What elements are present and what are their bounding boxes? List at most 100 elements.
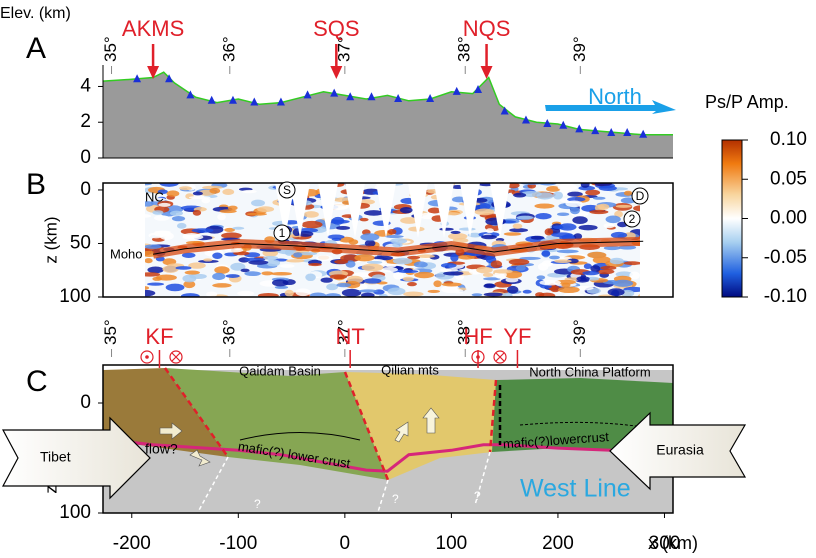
rf-blob [390,237,408,244]
data-gap [460,183,480,238]
rf-blob [345,260,356,268]
rf-blob [582,271,600,276]
rf-blob [325,293,341,297]
rf-blob [550,285,561,293]
rf-blob [387,287,406,296]
station [394,93,403,102]
flow-arrow [422,407,440,434]
rf-blob [144,258,153,264]
rf-blob [191,228,214,233]
rf-blob [490,260,503,269]
rf-blob [379,267,398,273]
station [607,127,616,136]
motion-symbol [495,352,505,362]
rf-blob [261,271,274,276]
rf-blob [176,222,187,229]
latitude-label: 37° [334,36,353,62]
rf-blob [483,277,501,281]
motion-symbol [171,352,181,362]
panel-label: C [26,365,48,398]
rf-blob [225,274,240,278]
rf-blob [341,288,362,297]
rf-blob [507,285,519,294]
rf-blob [165,283,185,292]
colorbar-tick-label: 0.10 [770,129,807,150]
y-tick-label: 100 [59,286,91,307]
rf-blob [508,258,530,266]
direction-arrow [545,100,676,114]
rf-blob [558,286,580,294]
motion-symbol [493,350,507,364]
data-gap [408,183,428,238]
station-arrow-label: SQS [313,16,359,41]
rf-blob [453,289,464,294]
rf-blob [578,224,598,231]
rf-blob [557,183,578,191]
rf-blob [181,252,196,258]
plate-arrow [609,411,747,491]
boundary [239,432,361,441]
crust-label: mafic(?)lowercrust [502,429,609,451]
rf-blob [274,285,289,289]
rf-blob [612,279,634,287]
question-mark: ? [474,489,481,503]
rf-blob [212,272,226,281]
rf-blob [222,188,235,196]
cross-section [103,367,673,513]
plate-label: Eurasia [656,442,704,458]
rf-blob [427,207,442,214]
elevation-area [103,72,673,158]
annotation: S [283,183,291,197]
rf-blob [485,228,494,234]
colorbar-tick-label: -0.05 [764,247,807,268]
rf-blob [471,293,483,297]
station-arrowhead [147,66,160,79]
station [474,85,483,94]
station [591,126,600,135]
rf-blob [586,276,600,281]
rf-blob [573,233,583,240]
annotation-circle [278,181,296,199]
rf-blob [597,203,610,210]
rf-blob [570,207,580,215]
y-tick-label: 0 [80,392,91,413]
annotation: Moho [110,246,143,261]
latitude-label: 36° [219,36,238,62]
rf-blob [363,210,384,216]
y-axis-label: Elev. (km) [0,5,71,22]
rf-blob [563,292,585,297]
station [575,124,584,133]
rf-blob [219,209,237,214]
data-gap [318,183,338,238]
rf-blob [331,216,345,225]
station [367,92,376,101]
rf-blob [224,227,236,232]
rf-blob [358,289,378,293]
motion-symbol [476,355,480,359]
rf-blob [615,271,633,278]
rf-blob [366,260,383,264]
station [543,119,552,128]
rf-blob [546,186,561,192]
rf-blob [308,263,322,267]
rf-blob [192,209,202,216]
rf-blob [361,292,375,297]
rf-blob [493,269,513,274]
rf-blob [439,268,459,272]
rf-blob [440,262,457,268]
rf-blob [385,264,397,268]
rf-blob [589,209,609,215]
rf-blob [623,261,642,266]
rf-blob [535,213,552,220]
motion-symbol [145,355,149,359]
rf-blob [209,187,221,194]
rf-blob [158,202,171,207]
rf-blob [507,183,520,189]
rf-blob [263,255,278,260]
inferred-fault [377,479,389,513]
rf-blob [201,197,211,204]
rf-blob [179,186,192,191]
rf-blob [232,226,245,230]
rf-blob [251,199,266,207]
rf-blob [407,282,417,287]
